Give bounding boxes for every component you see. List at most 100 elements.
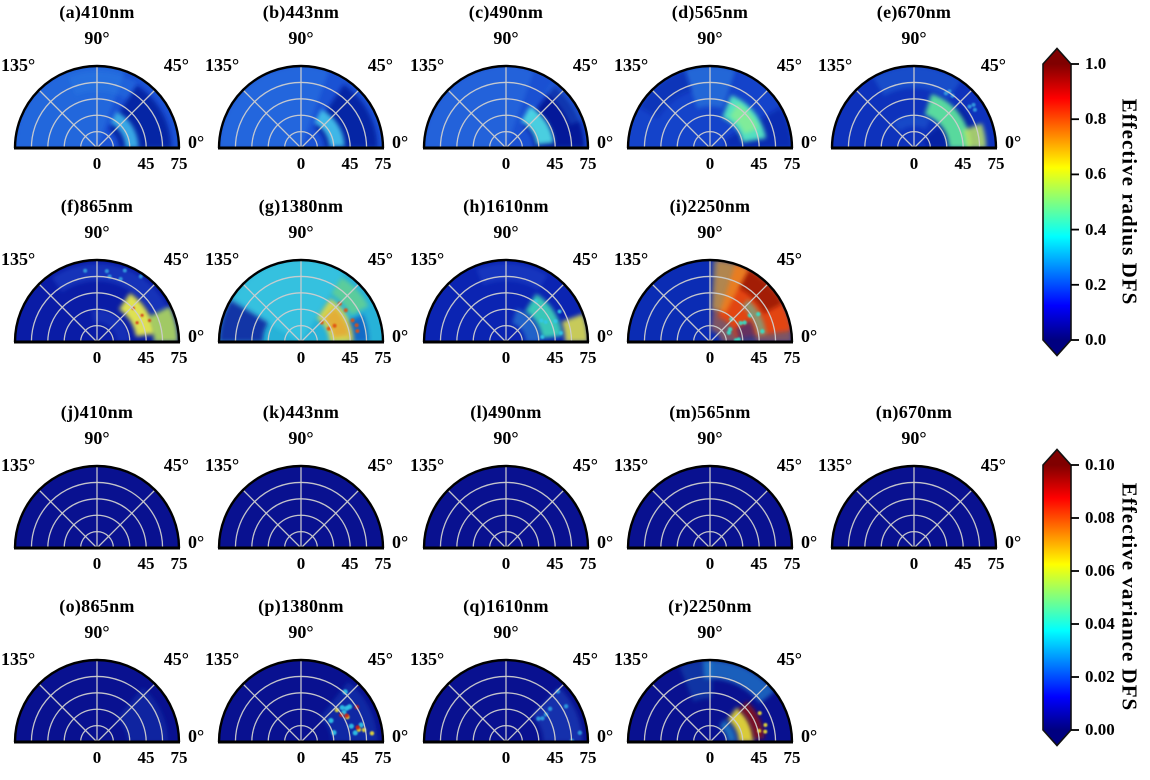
radial-tick-45: 45 [137,748,155,767]
angle-label-45: 45° [980,455,1006,475]
radial-tick-0: 0 [296,154,306,173]
angle-label-0: 0° [801,326,818,346]
angle-label-45: 45° [572,455,598,475]
radial-tick-45: 45 [546,748,564,767]
radial-tick-0: 0 [296,348,306,367]
colorbar-radius-tick-label: 0.2 [1085,274,1107,294]
angle-label-45: 45° [163,455,189,475]
angle-label-45: 45° [776,249,802,269]
polar-heatmap-disk [626,64,794,150]
angle-label-135: 135° [818,455,853,475]
polar-heatmap-disk [626,658,794,744]
panel-title: (i)2250nm [669,196,751,216]
radial-tick-75: 75 [170,554,188,573]
angle-label-45: 45° [572,55,598,75]
angle-label-90: 90° [493,622,519,642]
angle-label-90: 90° [697,222,723,242]
radial-tick-0: 0 [501,154,511,173]
panel-title: (j)410nm [60,402,134,422]
radial-tick-45: 45 [750,748,768,767]
panel-q: (q)1610nm 90° 135° 45° 0° 0 45 75 [404,596,613,780]
panel-title: (f)865nm [60,196,134,216]
panel-title: (q)1610nm [463,596,549,616]
angle-label-135: 135° [1,249,36,269]
panel-title: (e)670nm [876,2,952,22]
radial-tick-45: 45 [954,154,972,173]
panel-title: (b)443nm [262,2,340,22]
angle-label-0: 0° [597,132,614,152]
angle-label-135: 135° [410,55,445,75]
radial-tick-75: 75 [783,554,801,573]
angle-label-0: 0° [597,326,614,346]
angle-label-45: 45° [367,55,393,75]
angle-label-0: 0° [188,326,205,346]
colorbar-effective-radius [1042,47,1079,357]
radial-tick-45: 45 [750,554,768,573]
radial-tick-0: 0 [92,348,102,367]
radial-tick-75: 75 [374,348,392,367]
angle-label-0: 0° [188,132,205,152]
radial-tick-45: 45 [750,348,768,367]
radial-tick-45: 45 [137,554,155,573]
angle-label-45: 45° [980,55,1006,75]
radial-tick-75: 75 [374,748,392,767]
panel-title: (p)1380nm [258,596,344,616]
panel-e: (e)670nm 90° 135° 45° 0° 0 45 75 [812,2,1021,186]
panel-title: (l)490nm [470,402,542,422]
radial-tick-0: 0 [92,748,102,767]
panel-r: (r)2250nm 90° 135° 45° 0° 0 45 75 [608,596,817,780]
angle-label-0: 0° [801,726,818,746]
angle-label-135: 135° [614,455,649,475]
colorbar-variance-tick-label: 0.04 [1085,614,1115,633]
angle-label-45: 45° [163,649,189,669]
radial-tick-75: 75 [579,154,597,173]
panel-f: (f)865nm 90° 135° 45° 0° 0 45 75 [0,196,204,380]
angle-label-0: 0° [188,726,205,746]
polar-heatmap-disk [830,64,998,150]
radial-tick-75: 75 [579,348,597,367]
colorbar-radius-tick-label: 0.6 [1085,164,1107,184]
radial-tick-0: 0 [705,348,715,367]
angle-label-0: 0° [1005,132,1022,152]
angle-label-90: 90° [901,28,927,48]
radial-tick-0: 0 [909,554,919,573]
radial-tick-75: 75 [783,748,801,767]
angle-label-135: 135° [1,455,36,475]
colorbar-radius-tick-label: 0.8 [1085,109,1107,129]
panel-c: (c)490nm 90° 135° 45° 0° 0 45 75 [404,2,613,186]
angle-label-135: 135° [205,649,240,669]
polar-heatmap-disk [422,258,590,344]
panel-title: (k)443nm [262,402,340,422]
panel-title: (c)490nm [468,2,544,22]
colorbar-variance-tick-label: 0.00 [1085,720,1115,739]
angle-label-45: 45° [367,249,393,269]
angle-label-90: 90° [84,28,110,48]
angle-label-45: 45° [776,455,802,475]
polar-heatmap-disk [13,64,181,150]
panel-title: (m)565nm [669,402,751,422]
angle-label-135: 135° [614,249,649,269]
polar-heatmap-disk [13,464,181,550]
angle-label-0: 0° [801,532,818,552]
angle-label-90: 90° [493,222,519,242]
panel-g: (g)1380nm 90° 135° 45° 0° 0 45 75 [199,196,408,380]
radial-tick-45: 45 [341,154,359,173]
angle-label-45: 45° [776,649,802,669]
polar-heatmap-disk [422,64,590,150]
polar-heatmap-disk [626,258,794,344]
angle-label-135: 135° [205,249,240,269]
angle-label-0: 0° [392,132,409,152]
panel-title: (h)1610nm [463,196,549,216]
panel-d: (d)565nm 90° 135° 45° 0° 0 45 75 [608,2,817,186]
angle-label-45: 45° [367,649,393,669]
polar-heatmap-disk [217,64,385,150]
radial-tick-0: 0 [296,748,306,767]
colorbar-radius-tick-label: 1.0 [1085,54,1107,73]
polar-heatmap-disk [13,258,181,344]
angle-label-90: 90° [697,428,723,448]
panel-b: (b)443nm 90° 135° 45° 0° 0 45 75 [199,2,408,186]
angle-label-45: 45° [776,55,802,75]
angle-label-135: 135° [614,649,649,669]
panel-h: (h)1610nm 90° 135° 45° 0° 0 45 75 [404,196,613,380]
panel-o: (o)865nm 90° 135° 45° 0° 0 45 75 [0,596,204,780]
